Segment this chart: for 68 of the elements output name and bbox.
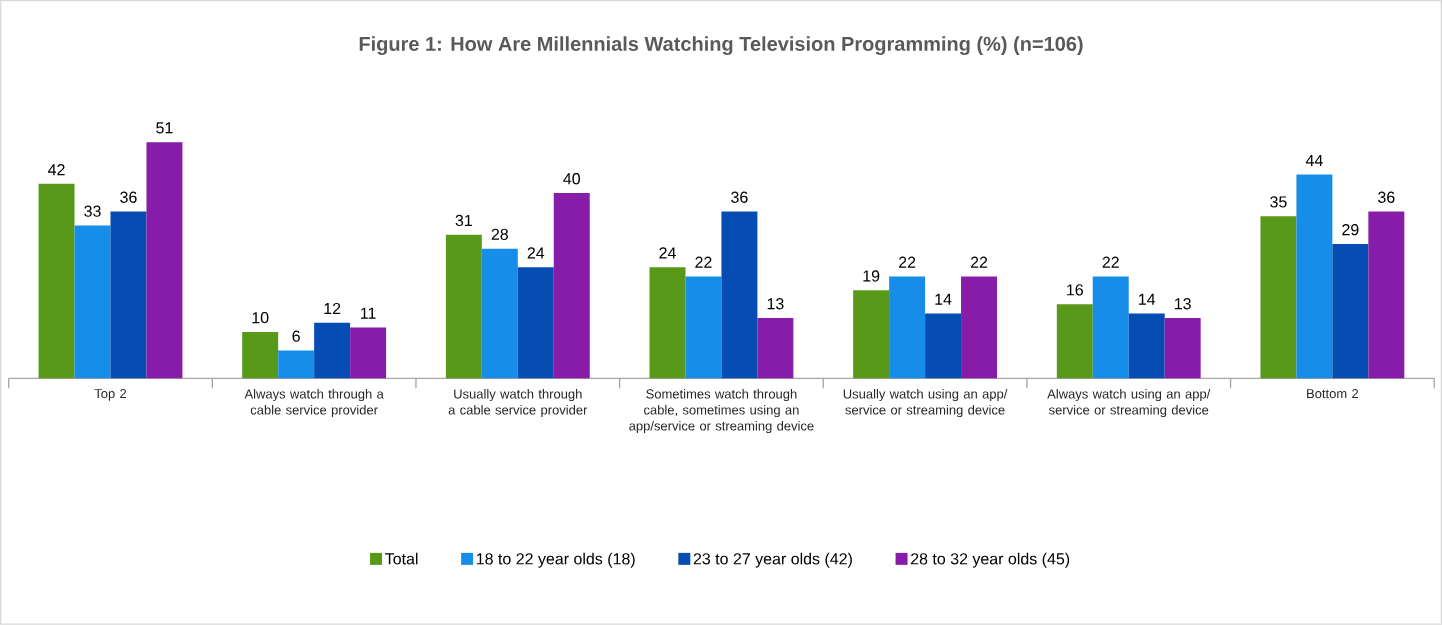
bar <box>1164 318 1201 379</box>
bar <box>1368 211 1405 379</box>
bar <box>889 276 926 379</box>
data-label: 42 <box>48 164 65 176</box>
bar <box>649 267 686 379</box>
legend-label: 18 to 22 year olds (18) <box>476 552 635 568</box>
bar <box>38 183 75 379</box>
x-tick-label: Usually watch using an app/ service or streaming device <box>843 389 1008 418</box>
bar <box>853 290 890 379</box>
bar <box>961 276 998 379</box>
data-label: 13 <box>767 298 784 310</box>
data-label: 22 <box>970 256 988 268</box>
data-label: 33 <box>84 205 101 217</box>
data-label: 36 <box>1378 191 1395 204</box>
bar <box>350 327 387 379</box>
data-label: 35 <box>1270 196 1287 208</box>
bar <box>278 350 315 379</box>
data-label: 13 <box>1175 298 1191 310</box>
bar <box>517 267 554 379</box>
data-label: 16 <box>1067 284 1083 296</box>
bar <box>553 193 590 379</box>
data-label: 6 <box>292 330 300 342</box>
data-label: 22 <box>695 256 712 268</box>
x-tick-label: Always watch through a cable service provider <box>244 389 384 418</box>
data-label: 29 <box>1342 224 1359 236</box>
bar <box>1296 174 1333 379</box>
data-label: 22 <box>899 256 916 268</box>
data-label: 10 <box>252 312 269 324</box>
bar <box>925 313 962 379</box>
data-label: 14 <box>1139 293 1156 305</box>
bar <box>1260 216 1297 379</box>
bar <box>74 225 111 379</box>
data-label: 31 <box>455 214 472 227</box>
bar <box>1092 276 1129 379</box>
x-tick-label: Always watch using an app/ service or streaming device <box>1047 389 1211 418</box>
bar <box>1332 244 1369 379</box>
bar <box>242 332 279 379</box>
data-label: 44 <box>1305 155 1323 166</box>
data-label: 11 <box>361 307 376 319</box>
bar <box>481 248 518 379</box>
x-tick-label: Bottom 2 <box>1307 389 1359 399</box>
legend-label: 23 to 27 year olds (42) <box>693 552 852 568</box>
bar <box>685 276 722 379</box>
x-tick-label: Usually watch through a cable service provider <box>448 389 588 418</box>
bar <box>445 234 482 379</box>
legend-label: 28 to 32 year olds (45) <box>910 552 1070 568</box>
bar <box>110 211 147 379</box>
chart-title: Figure 1: How Are Millennials Watching Television Programming (%) (n=106) <box>359 36 1083 56</box>
bar <box>314 322 351 379</box>
data-label: 22 <box>1102 256 1119 268</box>
data-label: 14 <box>935 293 952 305</box>
data-label: 36 <box>120 191 137 204</box>
bar <box>146 142 183 379</box>
data-label: 28 <box>491 228 508 241</box>
data-label: 51 <box>156 122 173 134</box>
data-label: 12 <box>324 303 341 315</box>
data-label: 19 <box>863 270 880 282</box>
data-label: 24 <box>659 247 676 259</box>
data-label: 24 <box>527 247 545 259</box>
x-tick-label: Sometimes watch through cable, sometimes using an app/service or streaming device <box>629 389 814 434</box>
bar <box>1128 313 1165 379</box>
bar <box>757 318 794 379</box>
legend-label: Total <box>385 552 418 565</box>
bar <box>721 211 758 379</box>
data-label: 40 <box>563 173 581 185</box>
x-tick-label: Top 2 <box>94 389 127 401</box>
data-label: 36 <box>731 191 748 204</box>
bar <box>1056 304 1093 379</box>
